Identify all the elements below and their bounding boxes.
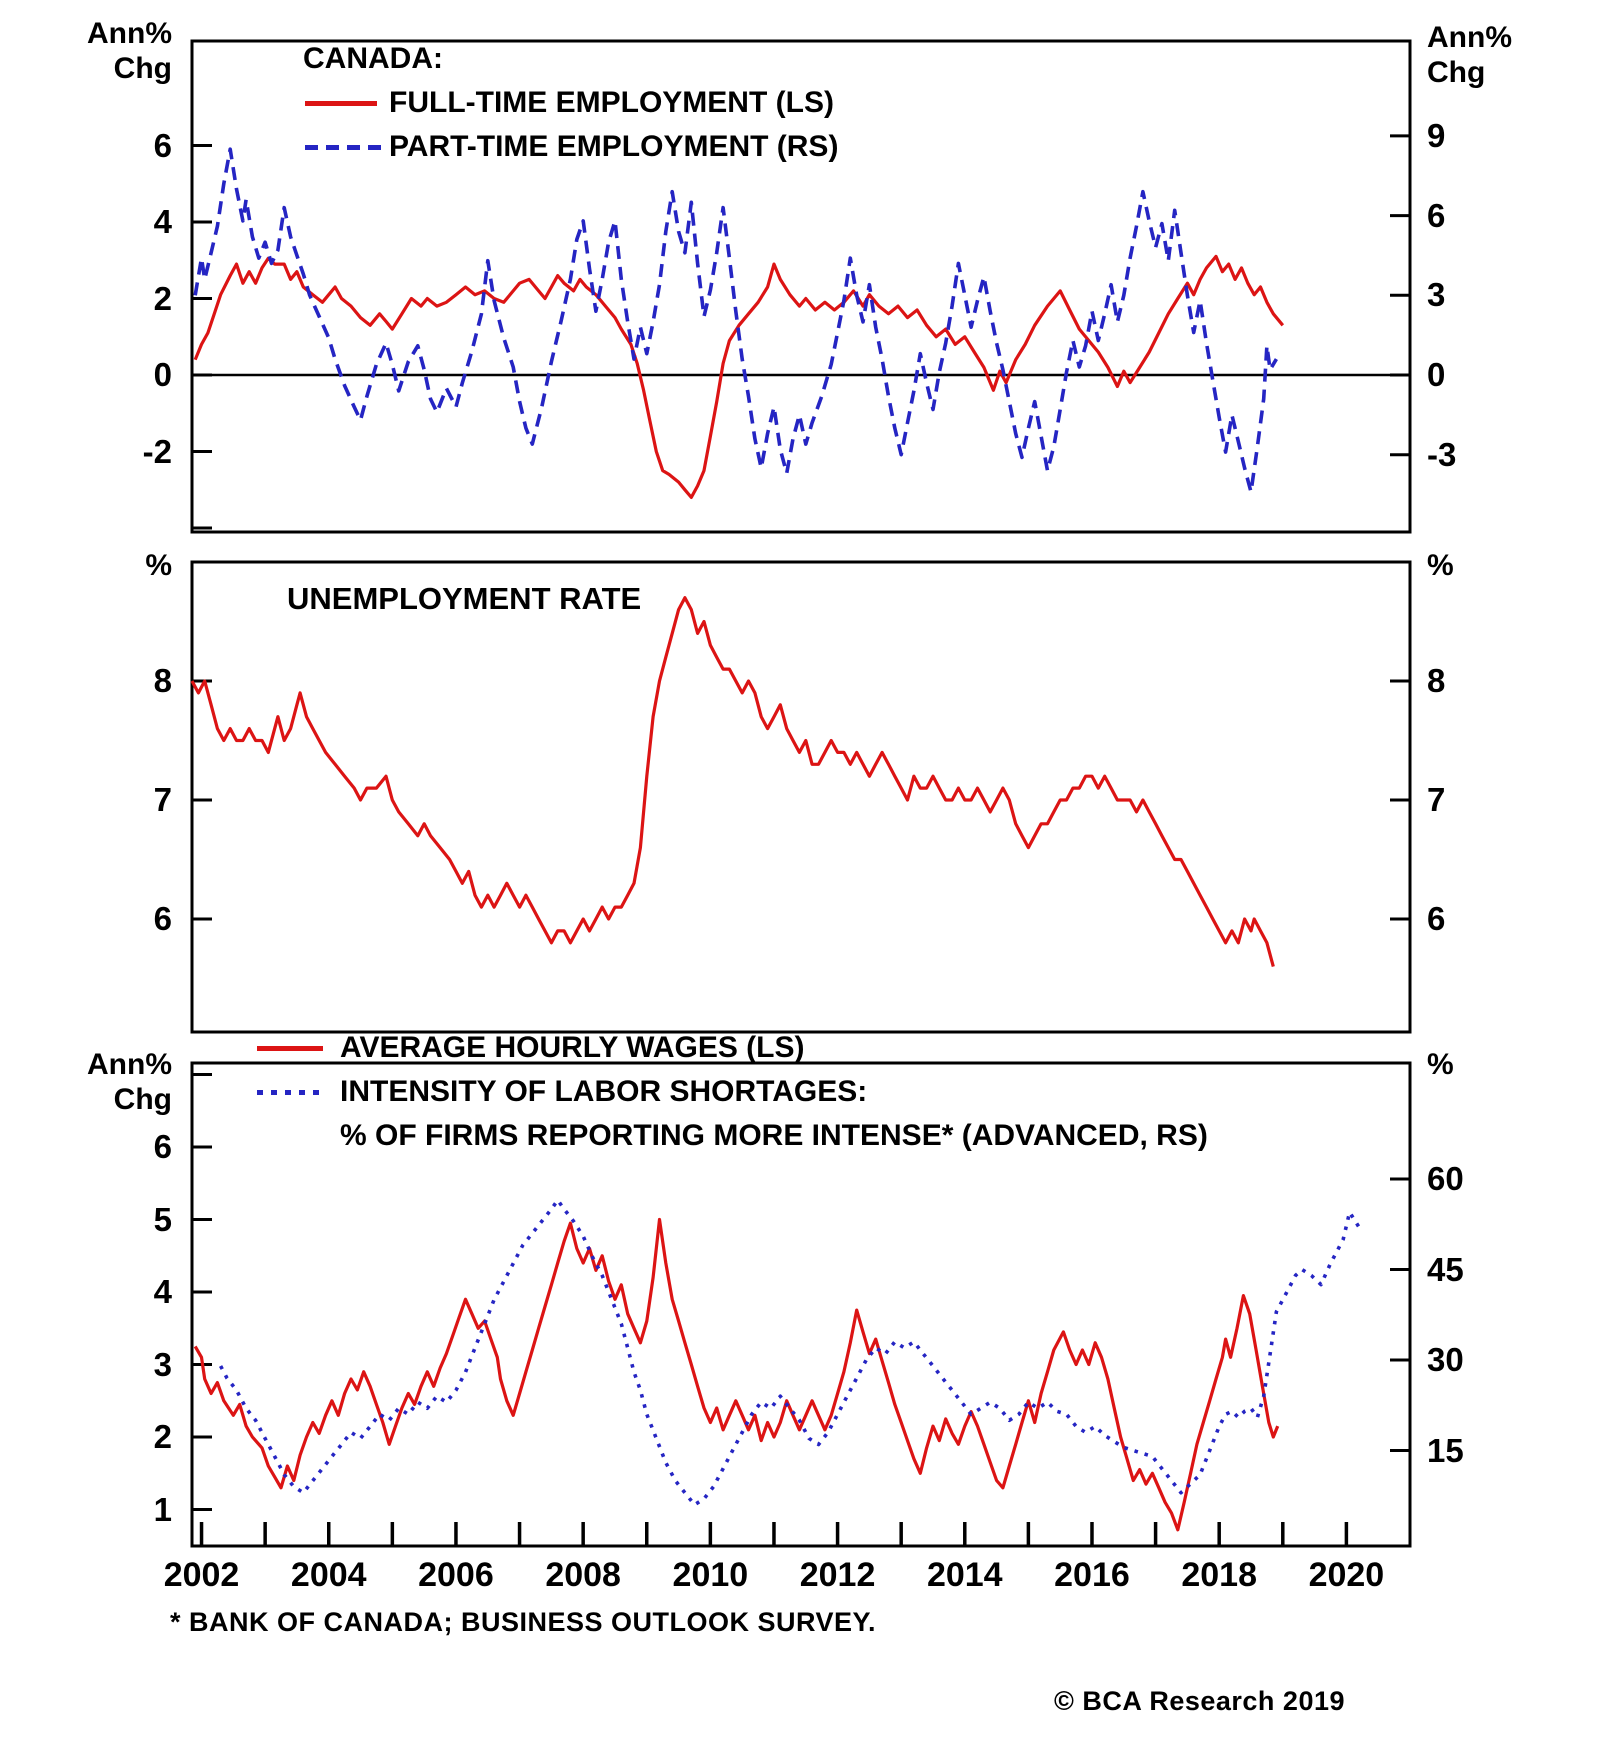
bottom-panel-border — [190, 1061, 1412, 1548]
x-axis-year-label: 2008 — [545, 1556, 621, 1594]
x-axis-year-label: 2002 — [163, 1556, 240, 1594]
fulltime-legend-label: FULL-TIME EMPLOYMENT (LS) — [389, 86, 834, 119]
bottom-left-tick-label: 1 — [153, 1490, 172, 1528]
full-time-employment-yoy-pct-line — [193, 254, 1285, 499]
unemployment-rate-pct-line — [190, 596, 1275, 968]
part-time-employment-yoy-pct-line — [193, 147, 1278, 494]
shortages-legend-line — [257, 1090, 323, 1095]
top-right-tick-label: 0 — [1427, 356, 1446, 393]
x-axis-year-label: 2020 — [1308, 1556, 1385, 1594]
x-axis-year-label: 2012 — [799, 1556, 876, 1594]
bottom-left-tick-label: 2 — [153, 1418, 172, 1455]
top-left-tick-label: -2 — [142, 432, 172, 470]
bottom-left-tick-label: 6 — [153, 1128, 172, 1165]
bottom-right-tick-label: 45 — [1427, 1250, 1464, 1288]
bottom-right-axis-unit: % — [1427, 1048, 1454, 1081]
top-left-tick-label: 4 — [153, 203, 172, 240]
x-axis-year-label: 2018 — [1181, 1556, 1257, 1594]
middle-right-tick-label: 6 — [1427, 900, 1446, 937]
bottom-right-tick-label: 15 — [1427, 1431, 1464, 1469]
wages-legend-line — [257, 1046, 323, 1051]
fulltime-legend-line — [305, 101, 377, 106]
x-axis-year-label: 2004 — [290, 1556, 367, 1594]
wages-legend-label: AVERAGE HOURLY WAGES (LS) — [340, 1031, 805, 1064]
middle-left-tick-label: 7 — [153, 781, 172, 818]
middle-left-tick-label: 6 — [153, 900, 172, 937]
bottom-left-tick-label: 3 — [153, 1345, 172, 1383]
middle-panel-border — [190, 560, 1412, 1034]
middle-left-tick-label: 8 — [153, 662, 172, 699]
middle-right-tick-label: 7 — [1427, 781, 1446, 818]
middle-panel-title: UNEMPLOYMENT RATE — [287, 581, 642, 616]
shortages-legend-label: INTENSITY OF LABOR SHORTAGES: — [340, 1075, 868, 1108]
top-left-tick-label: 2 — [153, 279, 172, 317]
top-legend-title: CANADA: — [303, 42, 443, 75]
x-axis-year-label: 2010 — [672, 1556, 749, 1594]
parttime-legend-line — [305, 145, 381, 150]
average-hourly-wages-yoy-pct-line — [193, 1217, 1280, 1532]
x-axis-year-label: 2014 — [926, 1556, 1003, 1594]
copyright: © BCA Research 2019 — [1053, 1686, 1345, 1716]
footnote: * BANK OF CANADA; BUSINESS OUTLOOK SURVE… — [170, 1607, 877, 1637]
top-right-tick-label: 9 — [1427, 116, 1446, 154]
labor-shortage-intensity-pct-firms-line — [219, 1198, 1361, 1507]
x-axis-year-label: 2016 — [1054, 1556, 1130, 1594]
top-right-tick-label: 6 — [1427, 196, 1446, 234]
bottom-left-tick-label: 4 — [153, 1273, 172, 1310]
middle-right-tick-label: 8 — [1427, 662, 1446, 699]
bottom-right-tick-label: 30 — [1427, 1341, 1464, 1378]
x-axis-year-label: 2006 — [418, 1556, 494, 1594]
top-left-axis-unit: Ann% Chg — [87, 17, 172, 85]
top-panel-border — [190, 39, 1412, 534]
top-left-tick-label: 0 — [153, 356, 172, 393]
top-right-axis-unit: Ann% Chg — [1427, 21, 1512, 89]
mid-left-axis-unit: % — [145, 549, 172, 582]
parttime-legend-label: PART-TIME EMPLOYMENT (RS) — [389, 130, 839, 163]
shortages-legend-label-line2: % OF FIRMS REPORTING MORE INTENSE* (ADVA… — [340, 1119, 1208, 1152]
top-right-tick-label: 3 — [1427, 276, 1446, 314]
bottom-left-tick-label: 5 — [153, 1200, 172, 1238]
top-right-tick-label: -3 — [1427, 435, 1457, 473]
mid-right-axis-unit: % — [1427, 549, 1454, 582]
bottom-left-axis-unit: Ann% Chg — [87, 1048, 172, 1116]
top-left-tick-label: 6 — [153, 126, 172, 164]
bottom-right-tick-label: 60 — [1427, 1160, 1464, 1198]
